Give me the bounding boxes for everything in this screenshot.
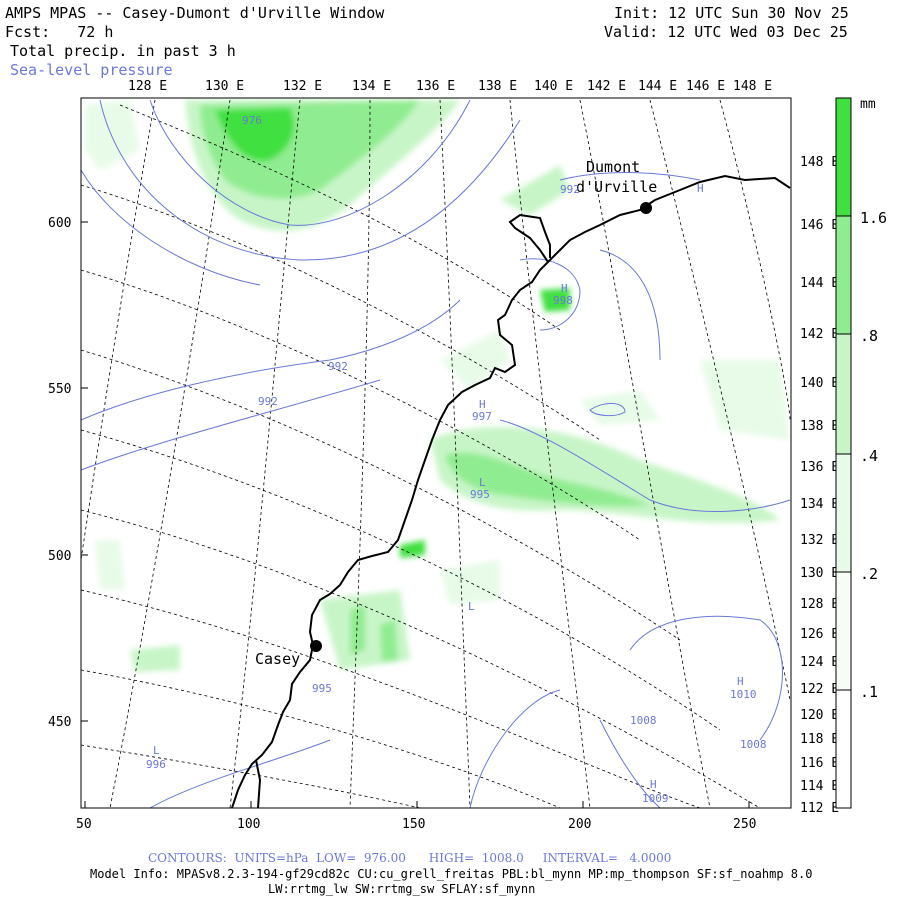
svg-text:118 E: 118 E — [800, 732, 839, 747]
svg-text:1009: 1009 — [642, 792, 669, 805]
svg-text:112 E: 112 E — [800, 801, 839, 816]
svg-text:146 E: 146 E — [686, 79, 725, 94]
svg-text:146 E: 146 E — [800, 218, 839, 233]
svg-text:500: 500 — [48, 549, 71, 564]
colorbar-level-0-2: .2 — [860, 565, 878, 583]
svg-text:H: H — [479, 398, 486, 411]
svg-text:996: 996 — [146, 758, 166, 771]
svg-text:995: 995 — [470, 488, 490, 501]
svg-text:144 E: 144 E — [800, 276, 839, 291]
dumont-label: Dumont — [586, 158, 640, 176]
y-axis-ticks: 600 550 500 450 — [48, 216, 71, 730]
svg-text:124 E: 124 E — [800, 655, 839, 670]
colorbar-level-0-1: .1 — [860, 683, 878, 701]
lat-lon-grid — [81, 99, 791, 808]
casey-label: Casey — [255, 650, 300, 668]
top-lon-labels: 128 E 130 E 132 E 134 E 136 E 138 E 140 … — [128, 79, 772, 94]
svg-text:130 E: 130 E — [800, 566, 839, 581]
svg-text:H: H — [697, 182, 704, 195]
svg-text:50: 50 — [76, 817, 92, 832]
svg-text:138 E: 138 E — [800, 419, 839, 434]
colorbar-level-1-6: 1.6 — [860, 209, 887, 227]
svg-text:130 E: 130 E — [205, 79, 244, 94]
valid-time: Valid: 12 UTC Wed 03 Dec 25 — [604, 23, 848, 41]
overlay-name: Sea-level pressure — [10, 61, 173, 79]
svg-text:L: L — [479, 476, 486, 489]
svg-text:L: L — [468, 600, 475, 613]
svg-text:136 E: 136 E — [800, 460, 839, 475]
svg-text:148 E: 148 E — [800, 155, 839, 170]
svg-text:128 E: 128 E — [128, 79, 167, 94]
model-info: Model Info: MPASv8.2.3-194-gf29cd82c CU:… — [90, 867, 813, 881]
svg-text:114 E: 114 E — [800, 779, 839, 794]
contour-info: CONTOURS: UNITS=hPa LOW= 976.00 HIGH= 10… — [148, 851, 672, 865]
svg-text:250: 250 — [733, 817, 756, 832]
precip-shading — [85, 100, 790, 672]
svg-text:148 E: 148 E — [733, 79, 772, 94]
svg-text:142 E: 142 E — [587, 79, 626, 94]
dumont-durville-station — [640, 202, 652, 214]
x-axis-ticks: 50 100 150 200 250 — [76, 817, 756, 832]
pressure-contours — [81, 99, 791, 808]
map-frame — [80, 97, 792, 809]
coastline — [231, 174, 791, 808]
svg-text:992: 992 — [258, 395, 278, 408]
svg-text:140 E: 140 E — [534, 79, 573, 94]
colorbar-level-0-8: .8 — [860, 327, 878, 345]
svg-text:992: 992 — [560, 183, 580, 196]
svg-text:H: H — [650, 778, 657, 791]
forecast-hour: Fcst: 72 h — [5, 23, 114, 41]
svg-text:450: 450 — [48, 715, 71, 730]
svg-text:992: 992 — [328, 360, 348, 373]
svg-text:132 E: 132 E — [283, 79, 322, 94]
colorbar: mm 1.6 .8 .4 .2 .1 — [835, 97, 887, 809]
init-time: Init: 12 UTC Sun 30 Nov 25 — [614, 4, 849, 22]
svg-text:1008: 1008 — [740, 738, 767, 751]
svg-text:122 E: 122 E — [800, 682, 839, 697]
svg-text:600: 600 — [48, 216, 71, 231]
right-lon-labels: 148 E 146 E 144 E 142 E 140 E 138 E 136 … — [800, 155, 839, 816]
svg-text:H: H — [561, 282, 568, 295]
svg-text:128 E: 128 E — [800, 597, 839, 612]
field-name: Total precip. in past 3 h — [10, 42, 236, 60]
svg-text:140 E: 140 E — [800, 376, 839, 391]
svg-text:L: L — [153, 744, 160, 757]
svg-text:138 E: 138 E — [478, 79, 517, 94]
svg-text:144 E: 144 E — [638, 79, 677, 94]
plot-title: AMPS MPAS -- Casey-Dumont d'Urville Wind… — [5, 4, 385, 22]
svg-text:150: 150 — [402, 817, 425, 832]
svg-text:200: 200 — [568, 817, 591, 832]
svg-text:976: 976 — [242, 114, 262, 127]
colorbar-level-0-4: .4 — [860, 447, 878, 465]
model-info-2: LW:rrtmg_lw SW:rrtmg_sw SFLAY:sf_mynn — [268, 882, 536, 896]
svg-text:134 E: 134 E — [800, 497, 839, 512]
svg-text:550: 550 — [48, 382, 71, 397]
pressure-labels: 976 992 992 992 998 997 995 995 996 1008… — [146, 114, 767, 805]
svg-text:120 E: 120 E — [800, 708, 839, 723]
svg-text:142 E: 142 E — [800, 327, 839, 342]
svg-text:998: 998 — [553, 294, 573, 307]
svg-text:1010: 1010 — [730, 688, 757, 701]
durville-label: d'Urville — [576, 178, 657, 196]
svg-text:126 E: 126 E — [800, 627, 839, 642]
casey-station — [310, 640, 322, 652]
svg-text:136 E: 136 E — [416, 79, 455, 94]
svg-text:H: H — [737, 675, 744, 688]
svg-text:1008: 1008 — [630, 714, 657, 727]
svg-text:995: 995 — [312, 682, 332, 695]
svg-text:134 E: 134 E — [352, 79, 391, 94]
colorbar-unit: mm — [860, 97, 876, 112]
svg-text:116 E: 116 E — [800, 756, 839, 771]
svg-text:100: 100 — [237, 817, 260, 832]
svg-text:132 E: 132 E — [800, 533, 839, 548]
svg-text:997: 997 — [472, 410, 492, 423]
